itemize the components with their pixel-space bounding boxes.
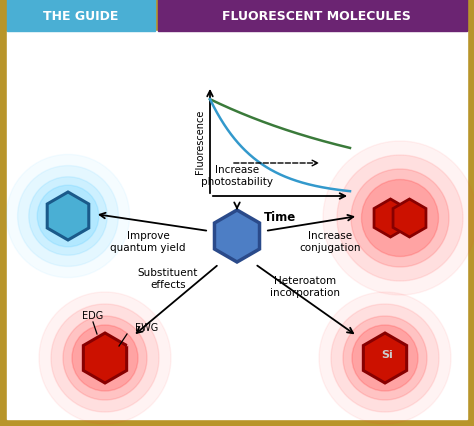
Text: Si: Si [381,349,393,359]
Text: THE GUIDE: THE GUIDE [43,9,118,23]
Circle shape [39,292,171,424]
Text: Increase
photostability: Increase photostability [201,165,273,187]
Circle shape [72,325,138,391]
Circle shape [337,155,463,281]
Polygon shape [47,193,89,240]
Circle shape [351,170,449,268]
Circle shape [352,325,418,391]
Polygon shape [364,333,407,383]
Bar [158,0,467,32]
Text: Fluorescence: Fluorescence [195,109,205,174]
Text: EDG: EDG [82,310,104,320]
Text: Substituent
effects: Substituent effects [138,268,198,289]
Text: Improve
quantum yield: Improve quantum yield [110,230,186,252]
Circle shape [331,304,439,412]
Polygon shape [83,333,127,383]
Polygon shape [393,199,426,237]
Circle shape [63,316,147,400]
Text: Increase
conjugation: Increase conjugation [299,230,361,252]
Circle shape [323,142,474,295]
Circle shape [29,177,107,256]
Circle shape [7,155,129,278]
Text: EWG: EWG [135,322,158,332]
Text: Time: Time [264,210,296,224]
Circle shape [37,186,99,247]
Text: Heteroatom
incorporation: Heteroatom incorporation [270,276,340,297]
Circle shape [18,166,118,267]
Circle shape [362,180,438,257]
Polygon shape [374,199,407,237]
Circle shape [51,304,159,412]
Polygon shape [214,210,260,262]
Text: FLUORESCENT MOLECULES: FLUORESCENT MOLECULES [221,9,410,23]
Circle shape [319,292,451,424]
Circle shape [343,316,427,400]
Bar [7,0,155,32]
